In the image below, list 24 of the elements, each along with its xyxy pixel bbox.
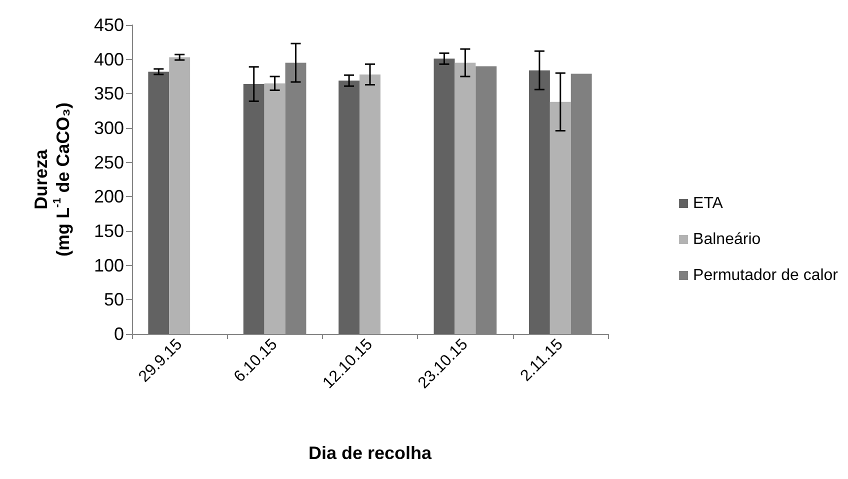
bar [434,58,455,334]
legend-label: Balneário [693,231,761,248]
y-tick-label: 350 [94,84,124,104]
legend-label: Permutador de calor [693,267,839,284]
legend-label: ETA [693,195,724,212]
y-tick-label: 150 [94,221,124,241]
y-tick-label: 200 [94,186,124,207]
bar [550,102,571,334]
y-tick-label: 250 [94,152,124,172]
y-tick-label: 50 [104,290,124,310]
bar [169,57,190,334]
y-tick-label: 300 [94,118,124,138]
y-tick-label: 100 [94,255,124,276]
y-tick-label: 0 [114,324,124,344]
bar [454,62,476,334]
y-tick-label: 400 [94,49,124,70]
bar [360,74,380,334]
bar [243,84,264,334]
x-axis-title: Dia de recolha [308,443,433,463]
y-tick-label: 450 [94,15,124,35]
bar [528,70,550,334]
bar [148,72,170,334]
bar [264,83,286,334]
bar [338,80,360,334]
